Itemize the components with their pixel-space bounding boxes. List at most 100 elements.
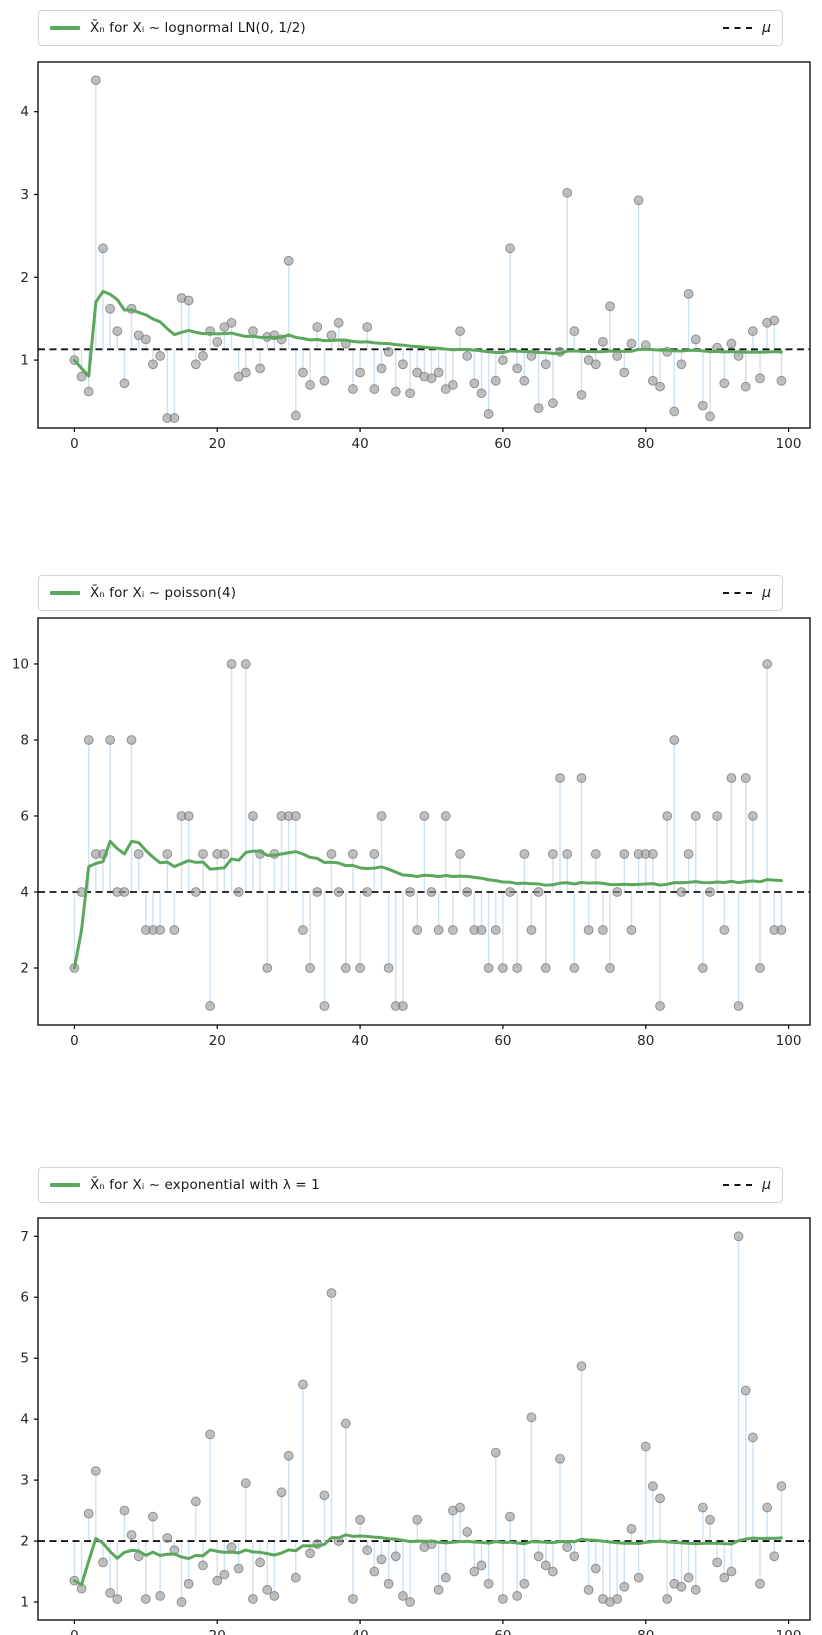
x-tick-label: 60 (494, 436, 511, 452)
sample-marker (569, 963, 580, 973)
x-tick-label: 80 (637, 436, 654, 452)
running-mean-line (72, 289, 783, 378)
sample-marker (290, 410, 301, 421)
sample-marker (569, 326, 580, 337)
sample-marker (305, 963, 315, 973)
sample-marker (362, 1545, 373, 1556)
sample-marker (255, 363, 266, 374)
sample-marker (747, 326, 758, 337)
sample-marker (612, 1594, 623, 1604)
legend-mu-entry: μ (723, 20, 771, 36)
sample-marker (712, 811, 723, 821)
sample-marker (655, 1001, 665, 1011)
sample-marker (455, 326, 465, 337)
sample-marker (419, 811, 430, 821)
sample-marker (76, 371, 87, 382)
sample-marker (390, 1551, 401, 1562)
sample-marker (148, 1511, 158, 1522)
sample-marker (490, 1447, 501, 1458)
sample-marker (655, 1493, 665, 1504)
x-tick-label: 20 (209, 436, 226, 452)
sample-marker (590, 1563, 601, 1574)
sample-marker (498, 1594, 508, 1604)
sample-marker (219, 322, 230, 332)
sample-marker (569, 1551, 580, 1562)
sample-marker (619, 1581, 630, 1592)
sample-marker (483, 1578, 494, 1589)
sample-marker (319, 1490, 330, 1501)
sample-marker (119, 378, 130, 389)
sample-marker (298, 925, 308, 935)
sample-marker (398, 1591, 408, 1601)
sample-marker (290, 811, 301, 821)
sample-marker (762, 1502, 773, 1513)
sample-marker (726, 1566, 737, 1577)
sample-marker (490, 375, 501, 386)
sample-marker (562, 187, 573, 198)
sample-marker (183, 295, 194, 306)
sample-marker (405, 1597, 415, 1607)
mu-label: μ (762, 1177, 771, 1193)
sample-marker (190, 1496, 201, 1507)
sample-marker (740, 1385, 751, 1396)
sample-marker (169, 413, 180, 423)
sample-marker (369, 1566, 380, 1577)
sample-marker (348, 1594, 358, 1604)
sample-marker (697, 1502, 708, 1513)
x-tick-label: 60 (494, 1033, 511, 1049)
sample-marker (140, 334, 151, 345)
sample-marker (519, 849, 530, 859)
sample-marker (697, 400, 708, 411)
sample-marker (105, 303, 116, 314)
y-tick-label: 3 (20, 1473, 29, 1489)
sample-marker (548, 1566, 558, 1577)
sample-marker (405, 887, 415, 897)
y-tick-label: 4 (20, 104, 29, 120)
x-tick-label: 40 (351, 1628, 368, 1635)
sample-marker (333, 887, 344, 897)
sample-marker (412, 925, 423, 935)
sample-marker (212, 1575, 223, 1586)
y-tick-label: 6 (20, 808, 29, 824)
axes-box (37, 61, 811, 429)
sample-marker (83, 386, 94, 397)
legend-poisson: X̄ₙ for Xᵢ ~ poisson(4) μ (38, 575, 783, 611)
sample-marker (426, 373, 437, 384)
chart-2: 1 2 3 4 5 6 7 0 20 40 60 80 100 (20, 1217, 811, 1635)
sample-marker (248, 326, 258, 337)
sample-marker (498, 963, 508, 973)
x-tick-label: 100 (776, 1628, 802, 1635)
sample-markers (69, 1231, 787, 1607)
sample-marker (226, 317, 237, 328)
sample-marker (333, 317, 344, 328)
sample-marker (583, 1584, 594, 1595)
sample-marker (469, 378, 480, 389)
sample-marker (740, 381, 751, 392)
x-tick-label: 0 (70, 436, 79, 452)
sample-marker (669, 406, 680, 417)
series-label: X̄ₙ for Xᵢ ~ poisson(4) (90, 585, 237, 601)
sample-marker (126, 735, 137, 745)
sample-marker (605, 963, 615, 973)
sample-marker (662, 1594, 673, 1604)
sample-marker (155, 925, 166, 935)
sample-marker (290, 1572, 301, 1583)
sample-marker (676, 1581, 687, 1592)
mu-line-sample-icon (723, 27, 753, 29)
sample-marker (412, 367, 423, 378)
sample-marker (440, 384, 451, 394)
sample-marker (526, 925, 537, 935)
axes-box (37, 1217, 811, 1621)
sample-markers (69, 75, 787, 423)
sample-marker (133, 330, 144, 341)
sample-marker (112, 326, 123, 337)
y-tick-label: 5 (20, 1351, 29, 1367)
sample-marker (90, 1466, 101, 1476)
sample-marker (319, 1001, 330, 1011)
x-tick-label: 100 (776, 436, 802, 452)
sample-marker (726, 773, 737, 783)
legend-series-entry: X̄ₙ for Xᵢ ~ poisson(4) (50, 585, 236, 601)
